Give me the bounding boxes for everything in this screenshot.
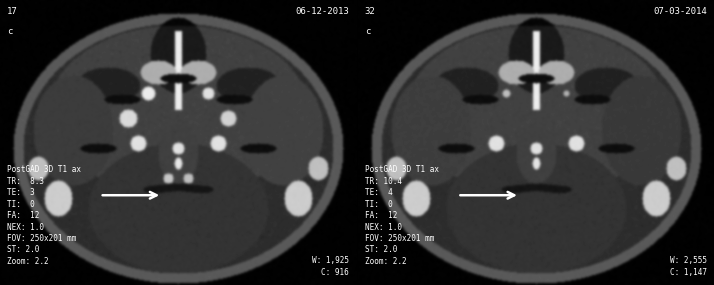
Text: c: c bbox=[365, 27, 371, 36]
Text: PostGAD 3D T1 ax
TR:  8.3
TE:  3
TI:  0
FA:  12
NEX: 1.0
FOV: 250x201 mm
ST: 2.0: PostGAD 3D T1 ax TR: 8.3 TE: 3 TI: 0 FA:… bbox=[7, 165, 81, 266]
Text: c: c bbox=[7, 27, 13, 36]
Text: 17: 17 bbox=[7, 7, 18, 16]
Text: W: 1,925
C: 916: W: 1,925 C: 916 bbox=[312, 256, 349, 277]
Text: PostGAD 3D T1 ax
TR: 10.4
TE:  4
TI:  0
FA:  12
NEX: 1.0
FOV: 250x201 mm
ST: 2.0: PostGAD 3D T1 ax TR: 10.4 TE: 4 TI: 0 FA… bbox=[365, 165, 439, 266]
Text: 32: 32 bbox=[365, 7, 376, 16]
Text: 06-12-2013: 06-12-2013 bbox=[296, 7, 349, 16]
Text: 07-03-2014: 07-03-2014 bbox=[653, 7, 707, 16]
Text: W: 2,555
C: 1,147: W: 2,555 C: 1,147 bbox=[670, 256, 707, 277]
